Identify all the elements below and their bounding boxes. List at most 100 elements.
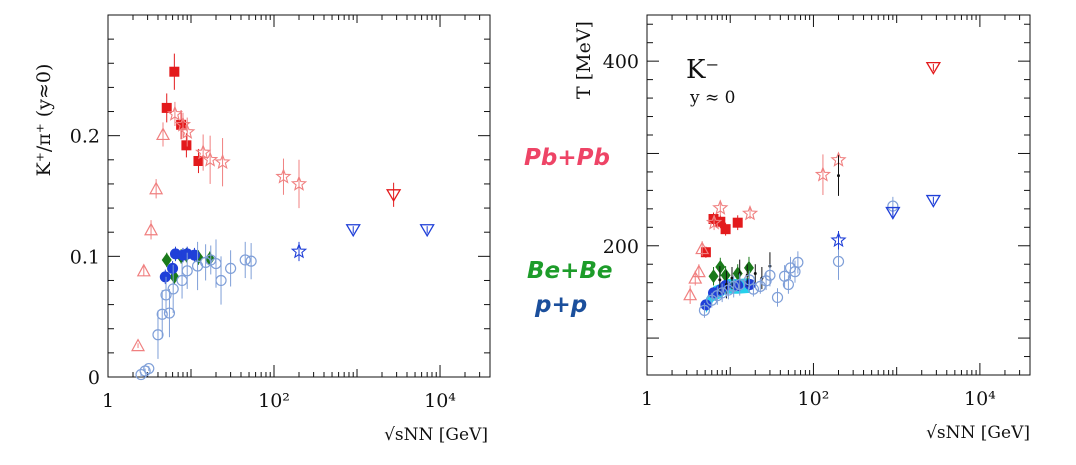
left-point-open-circle bbox=[215, 274, 227, 287]
right-point-open-circle bbox=[832, 255, 845, 268]
left-point-star bbox=[195, 144, 212, 160]
left-point-triangle bbox=[131, 338, 146, 352]
panel-right: T [MeV] √sNN [GeV] K⁻ y ≈ 0 bbox=[573, 14, 1031, 443]
left-y-tick-label: 0.2 bbox=[70, 126, 100, 148]
left-point-circle bbox=[167, 262, 179, 274]
right-point-square bbox=[700, 247, 711, 258]
left-point-triangle bbox=[156, 127, 171, 141]
left-point-star bbox=[214, 153, 231, 170]
right-point-square bbox=[715, 216, 726, 227]
right-title: K⁻ bbox=[686, 55, 719, 85]
pbpb-label: Pb+Pb bbox=[524, 145, 610, 171]
bebe-label: Be+Be bbox=[527, 258, 613, 284]
right-point-diamond bbox=[743, 260, 754, 275]
left-point-open-circle bbox=[160, 289, 172, 301]
right-point-open-circle bbox=[764, 269, 776, 281]
right-point-triangle bbox=[691, 264, 706, 278]
right-point-down-triangle bbox=[925, 194, 942, 208]
left-point-star bbox=[275, 168, 292, 184]
left-point-star bbox=[290, 242, 308, 259]
right-point-star bbox=[705, 214, 723, 230]
left-point-open-circle bbox=[152, 329, 164, 341]
left-x-tick-label: 10² bbox=[258, 390, 290, 412]
left-point-open-circle bbox=[143, 362, 155, 375]
left-marks: 1 10² 10⁴ 0 0.1 0.2 bbox=[70, 14, 491, 412]
left-point-star bbox=[290, 175, 308, 191]
left-point-open-circle bbox=[156, 308, 168, 320]
right-point-triangle bbox=[695, 241, 710, 255]
right-x-tick-label: 1 bbox=[641, 388, 653, 410]
right-point-triangle bbox=[683, 287, 698, 301]
right-point-open-circle bbox=[743, 274, 756, 286]
right-x-axis-label-text: √sNN [GeV] bbox=[926, 423, 1030, 443]
left-x-tick-label: 10⁴ bbox=[424, 390, 456, 412]
panel-left: K⁺/π⁺ (y≈0) √sNN [GeV] bbox=[33, 14, 491, 445]
left-point-open-circle bbox=[135, 368, 147, 381]
right-point-diamond bbox=[720, 268, 731, 283]
right-point-open-circle bbox=[771, 291, 784, 304]
left-point-square bbox=[193, 156, 204, 167]
left-x-axis-label-text: √sNN [GeV] bbox=[384, 425, 488, 445]
right-point-open-circle bbox=[728, 280, 740, 292]
right-point-open-circle bbox=[760, 275, 772, 287]
left-point-circle bbox=[188, 249, 200, 261]
left-point-down-triangle bbox=[419, 224, 435, 238]
right-point-dot bbox=[837, 174, 840, 178]
left-y-tick-label: 0.1 bbox=[70, 246, 100, 268]
right-point-open-circle bbox=[792, 256, 804, 268]
left-point-circle bbox=[159, 271, 171, 283]
left-point-triangle bbox=[144, 222, 159, 236]
right-point-down-triangle bbox=[925, 61, 942, 75]
right-x-tick-label: 10² bbox=[798, 388, 830, 410]
right-point-down-triangle bbox=[885, 206, 901, 220]
right-subtitle: y ≈ 0 bbox=[689, 88, 735, 108]
left-point-star bbox=[166, 105, 184, 121]
right-point-open-circle bbox=[698, 304, 711, 316]
right-point-dot bbox=[718, 278, 722, 282]
left-x-tick-label: 1 bbox=[102, 390, 114, 412]
left-point-open-circle bbox=[225, 262, 237, 274]
right-y-axis-label: T [MeV] bbox=[573, 21, 595, 99]
left-point-open-circle bbox=[181, 265, 193, 277]
left-point-down-triangle bbox=[385, 189, 402, 203]
left-x-axis-label: √sNN [GeV] bbox=[384, 425, 488, 445]
right-x-axis-label: √sNN [GeV] bbox=[926, 423, 1030, 443]
right-point-star bbox=[741, 204, 759, 221]
right-y-tick-label: 200 bbox=[603, 236, 639, 258]
right-point-dot bbox=[753, 271, 757, 275]
left-point-star bbox=[179, 123, 196, 139]
left-point-open-circle bbox=[163, 307, 176, 319]
left-point-open-circle bbox=[167, 283, 179, 295]
right-x-tick-label: 10⁴ bbox=[964, 388, 996, 410]
left-point-square bbox=[176, 119, 187, 130]
left-y-tick-label: 0 bbox=[88, 367, 100, 389]
right-point-star bbox=[712, 199, 729, 215]
left-point-diamond bbox=[161, 252, 172, 267]
left-point-open-circle bbox=[245, 255, 257, 267]
left-point-square bbox=[169, 66, 180, 77]
left-point-triangle bbox=[136, 263, 151, 277]
left-point-star bbox=[174, 116, 192, 132]
left-point-star bbox=[202, 151, 219, 167]
right-point-square bbox=[708, 214, 719, 224]
right-marks: 1 10² 10⁴ 200 400 bbox=[603, 15, 1031, 410]
right-y-tick-label: 400 bbox=[603, 51, 639, 73]
right-point-dot bbox=[730, 276, 734, 280]
right-point-open-circle bbox=[747, 283, 760, 295]
right-point-triangle bbox=[688, 270, 703, 284]
right-point-star bbox=[814, 166, 832, 182]
right-point-star bbox=[830, 231, 847, 248]
left-point-triangle bbox=[149, 181, 164, 195]
right-point-diamond bbox=[708, 269, 719, 284]
right-point-square bbox=[720, 224, 731, 235]
pp-label: p+p bbox=[534, 292, 587, 318]
left-point-open-circle bbox=[239, 254, 251, 266]
left-point-square bbox=[181, 140, 192, 151]
right-point-open-circle bbox=[782, 278, 794, 291]
left-y-axis-label: K⁺/π⁺ (y≈0) bbox=[33, 64, 55, 177]
right-point-open-circle bbox=[716, 287, 728, 299]
left-point-down-triangle bbox=[345, 224, 361, 238]
left-point-square bbox=[161, 102, 172, 113]
right-point-open-circle bbox=[734, 278, 746, 291]
